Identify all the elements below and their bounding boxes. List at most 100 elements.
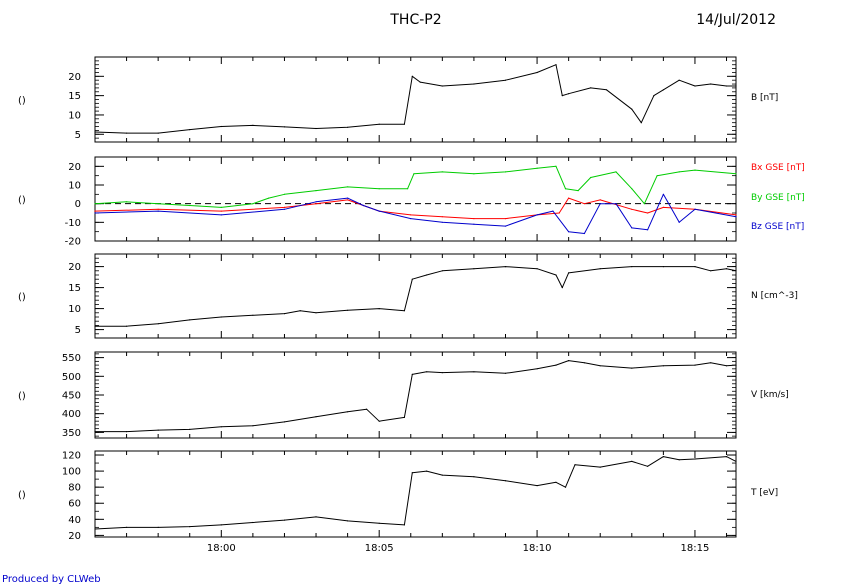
y-tick-label: 10	[68, 181, 81, 192]
data-point	[315, 203, 317, 205]
data-point	[647, 229, 649, 231]
data-point	[631, 266, 633, 268]
data-point	[536, 214, 538, 216]
panel-4: 350 400 450 500 550 () V [km/s]	[18, 351, 789, 439]
series-line-2-2	[94, 165, 737, 208]
data-point	[725, 456, 728, 458]
data-point	[268, 197, 270, 199]
data-point	[378, 522, 380, 524]
data-point	[299, 310, 301, 312]
data-point	[647, 465, 649, 467]
data-point	[504, 79, 507, 81]
data-point	[577, 190, 579, 192]
data-point	[653, 95, 655, 97]
data-point	[735, 216, 737, 218]
data-point	[441, 474, 443, 476]
data-point	[678, 221, 680, 223]
data-point	[590, 87, 592, 89]
data-point	[362, 204, 364, 207]
series-label: Bx GSE [nT]	[751, 163, 805, 173]
x-tick-label: 18:15	[681, 543, 710, 554]
data-point	[694, 364, 696, 366]
time-axis: 18:00 18:05 18:10 18:15	[207, 543, 709, 554]
data-point	[220, 426, 222, 428]
data-point	[347, 309, 349, 311]
series-line-4-1	[95, 360, 737, 433]
data-point	[441, 171, 443, 173]
series-line-3-1	[95, 266, 737, 327]
y-tick-label: 120	[62, 451, 81, 462]
data-point	[411, 278, 413, 280]
data-point	[725, 365, 728, 367]
data-point	[410, 218, 412, 220]
data-point	[220, 524, 222, 526]
data-point	[504, 266, 507, 268]
data-point	[189, 204, 191, 207]
series-line-2-1	[94, 197, 737, 220]
data-point	[555, 364, 557, 366]
data-point	[411, 373, 413, 375]
data-point	[640, 122, 642, 124]
series-label: By GSE [nT]	[751, 193, 805, 203]
data-point	[555, 481, 557, 483]
data-point	[662, 89, 665, 91]
data-point	[410, 214, 412, 216]
data-point	[366, 408, 368, 410]
data-point	[441, 221, 443, 223]
data-point	[413, 173, 415, 175]
data-point	[599, 199, 601, 201]
y-tick-label: 5	[75, 130, 81, 141]
data-point	[555, 64, 557, 66]
data-point	[315, 190, 317, 192]
panel-5: 20 40 60 80 100 120 () T [eV]	[18, 450, 778, 542]
data-point	[558, 212, 560, 214]
data-point	[583, 203, 586, 205]
data-point	[564, 486, 567, 488]
data-point	[378, 123, 380, 125]
y-tick-label: 10	[68, 110, 81, 121]
data-point	[426, 371, 428, 373]
y-tick-label: -20	[65, 237, 81, 248]
panel-1: 5 10 15 20 () B [nT]	[18, 56, 778, 143]
data-point	[403, 123, 405, 125]
data-point	[568, 231, 570, 233]
data-point	[189, 428, 191, 430]
panel-right-label: N [cm^-3]	[751, 291, 798, 301]
data-point	[631, 227, 633, 229]
data-point	[189, 526, 191, 528]
y-tick-label: 10	[68, 304, 81, 315]
data-point	[473, 173, 475, 175]
x-tick-label: 18:05	[365, 543, 394, 554]
data-point	[315, 127, 317, 130]
data-point	[694, 208, 696, 210]
data-point	[605, 89, 608, 91]
data-point	[94, 212, 96, 214]
data-point	[378, 420, 380, 422]
data-point	[504, 218, 507, 220]
data-point	[94, 528, 96, 530]
footer-credit: Produced by CLWeb	[2, 574, 101, 584]
panel-right-label: B [nT]	[751, 93, 778, 103]
series-label: Bz GSE [nT]	[751, 222, 804, 232]
data-point	[315, 516, 317, 518]
data-point	[347, 520, 349, 522]
data-point	[157, 323, 159, 325]
figure-title: THC-P2	[389, 12, 441, 28]
data-point	[411, 75, 413, 77]
data-point	[504, 225, 507, 227]
data-point	[426, 470, 428, 472]
panel-frame	[94, 156, 737, 242]
x-tick-label: 18:10	[523, 543, 552, 554]
data-point	[441, 216, 443, 218]
data-point	[656, 175, 658, 177]
data-point	[315, 201, 317, 203]
data-point	[126, 132, 128, 134]
data-point	[283, 519, 286, 521]
data-point	[590, 176, 592, 179]
data-point	[710, 270, 712, 272]
data-point	[735, 85, 737, 87]
data-point	[694, 266, 696, 268]
data-point	[662, 365, 665, 367]
data-point	[403, 416, 405, 418]
